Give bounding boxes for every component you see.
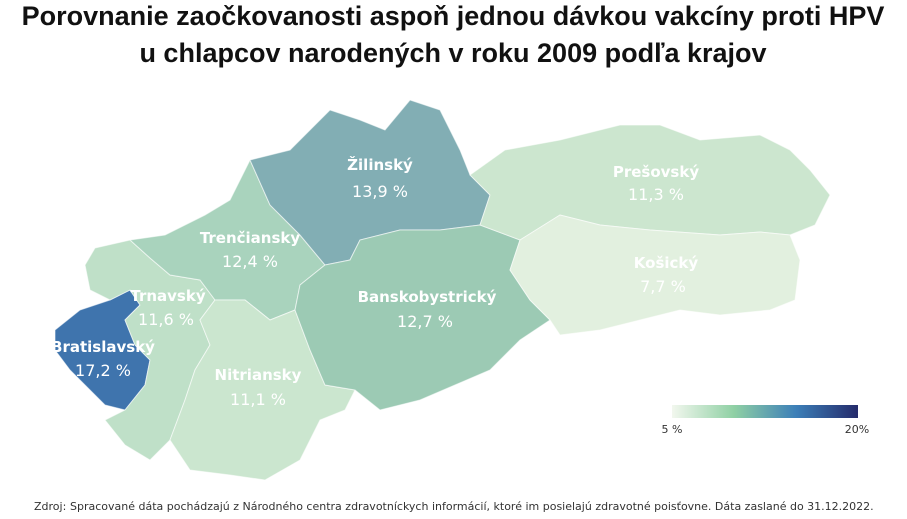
region-name: Banskobystrický [358, 288, 497, 306]
region-name: Nitriansky [215, 366, 302, 384]
labels: Bratislavský 17,2 % Trnavský 11,6 % Trenčian… [51, 155, 699, 409]
map [54, 99, 831, 481]
region [294, 224, 551, 411]
region-name: Trnavský [130, 287, 205, 305]
legend-max: 20% [845, 423, 869, 436]
region [509, 214, 801, 336]
title-line: Porovnanie zaočkovanosti aspoň jednou dá… [22, 1, 885, 31]
region-value: 13,9 % [352, 182, 408, 201]
region-name: Bratislavský [51, 338, 155, 356]
region-value: 12,7 % [397, 312, 453, 331]
region-value: 12,4 % [222, 252, 278, 271]
region [469, 124, 831, 241]
region-name: Žilinský [347, 155, 413, 174]
region-value: 17,2 % [75, 361, 131, 380]
region-value: 7,7 % [640, 277, 686, 296]
legend-min: 5 % [662, 423, 683, 436]
region-value: 11,6 % [138, 310, 194, 329]
region-value: 11,3 % [628, 185, 684, 204]
region-name: Košický [634, 254, 699, 272]
source-label: Zdroj: [34, 500, 66, 513]
region-name: Trenčiansky [200, 229, 301, 247]
source-text: Spracované dáta pochádzajú z Národného c… [70, 500, 874, 513]
title-line: u chlapcov narodených v roku 2009 podľa … [139, 38, 766, 68]
legend-bar [672, 405, 858, 418]
region-name: Prešovský [613, 163, 699, 181]
region-value: 11,1 % [230, 390, 286, 409]
